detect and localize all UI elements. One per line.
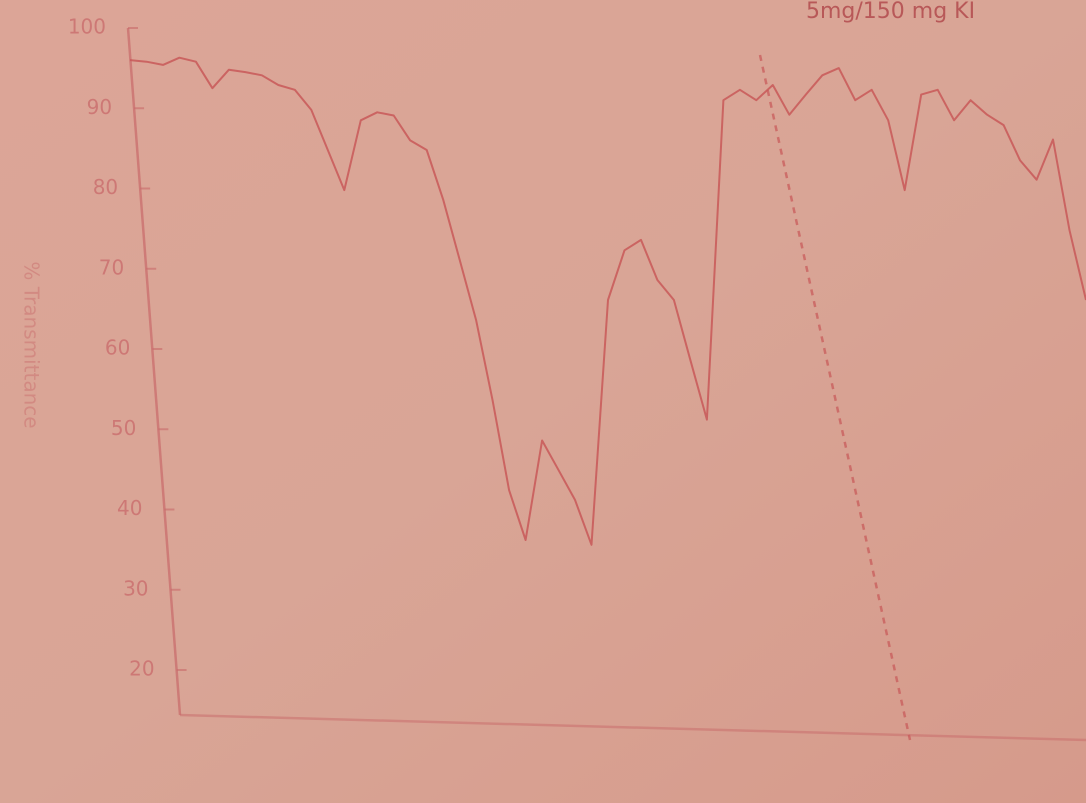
y-axis-label: % Transmittance	[20, 261, 44, 428]
dashed-marker	[758, 54, 912, 741]
y-tick-label: 20	[129, 657, 154, 681]
chart-title: 5mg/150 mg KI	[806, 0, 975, 24]
spectrum-line	[129, 56, 1086, 546]
y-tick-label: 30	[123, 576, 148, 600]
y-tick-label: 60	[105, 336, 130, 360]
y-tick-label: 50	[111, 416, 136, 440]
y-tick-label: 80	[93, 175, 118, 199]
y-tick-label: 90	[87, 95, 112, 119]
y-tick-label: 70	[99, 255, 124, 279]
y-axis	[126, 27, 182, 716]
y-tick-label: 40	[117, 496, 142, 520]
y-tick-label: 100	[68, 15, 106, 39]
x-axis	[179, 713, 1086, 742]
